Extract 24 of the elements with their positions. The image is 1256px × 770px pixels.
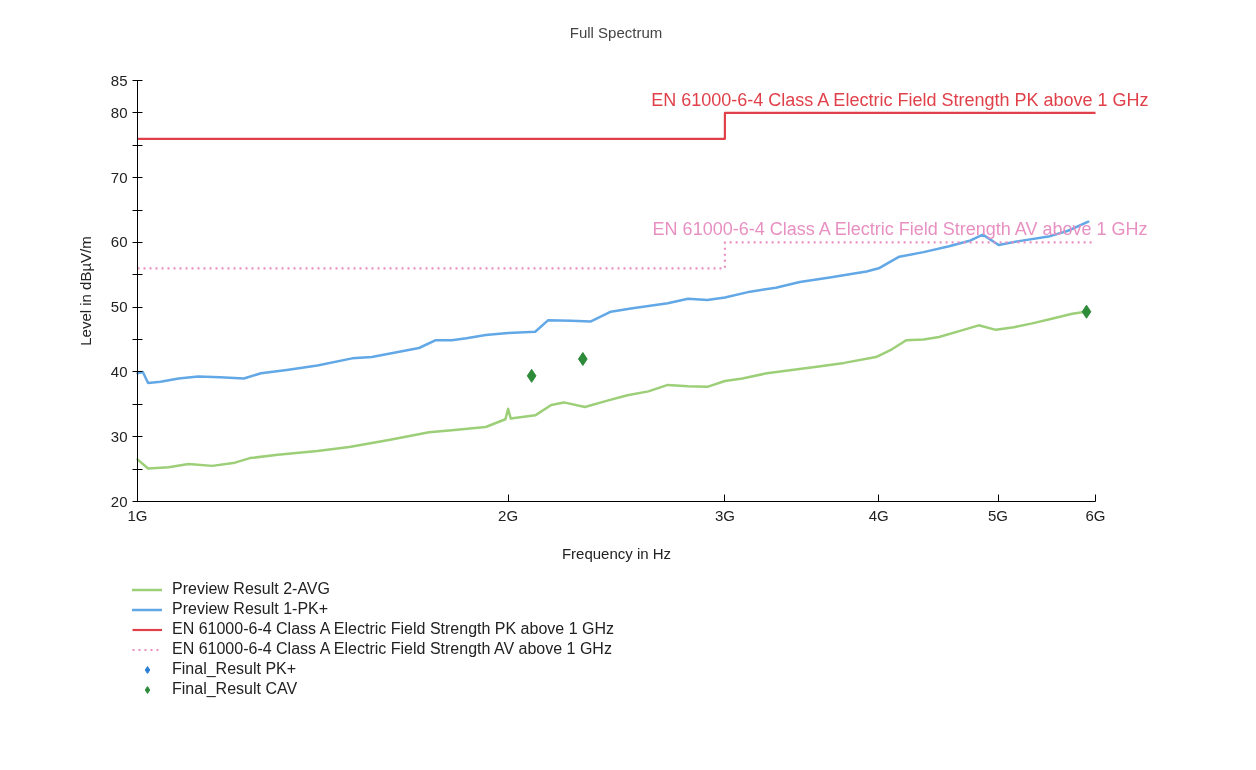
y-tick-label: 80	[110, 103, 128, 121]
x-tick-label: 4G	[868, 506, 889, 524]
x-tick-label: 6G	[1085, 506, 1106, 524]
legend-label: Preview Result 2-AVG	[172, 580, 330, 598]
y-tick-label: 70	[110, 168, 128, 186]
x-tick-label: 2G	[498, 506, 519, 524]
y-axis-title: Level in dBµV/m	[76, 236, 94, 346]
y-tick-label: 20	[110, 492, 128, 510]
x-tick-label: 3G	[714, 506, 735, 524]
y-tick-label: 60	[110, 233, 128, 251]
legend-label: Final_Result CAV	[172, 680, 298, 698]
x-tick-label: 1G	[127, 506, 148, 524]
legend-label: EN 61000-6-4 Class A Electric Field Strength AV above 1 GHz	[172, 640, 612, 658]
legend-label: Preview Result 1-PK+	[172, 600, 329, 618]
text: EN 61000-6-4 Class A Electric Field Strength PK above 1 GHz	[651, 89, 1149, 110]
y-tick-label: 85	[110, 71, 128, 89]
y-tick-label: 30	[110, 427, 128, 445]
x-axis-title: Frequency in Hz	[561, 544, 672, 562]
chart-title: Full Spectrum	[569, 23, 663, 41]
x-tick-label: 5G	[988, 506, 1009, 524]
y-tick-label: 50	[110, 298, 128, 316]
legend-label: EN 61000-6-4 Class A Electric Field Strength PK above 1 GHz	[172, 620, 614, 638]
y-tick-label: 40	[110, 362, 128, 380]
legend-label: Final_Result PK+	[172, 660, 297, 678]
